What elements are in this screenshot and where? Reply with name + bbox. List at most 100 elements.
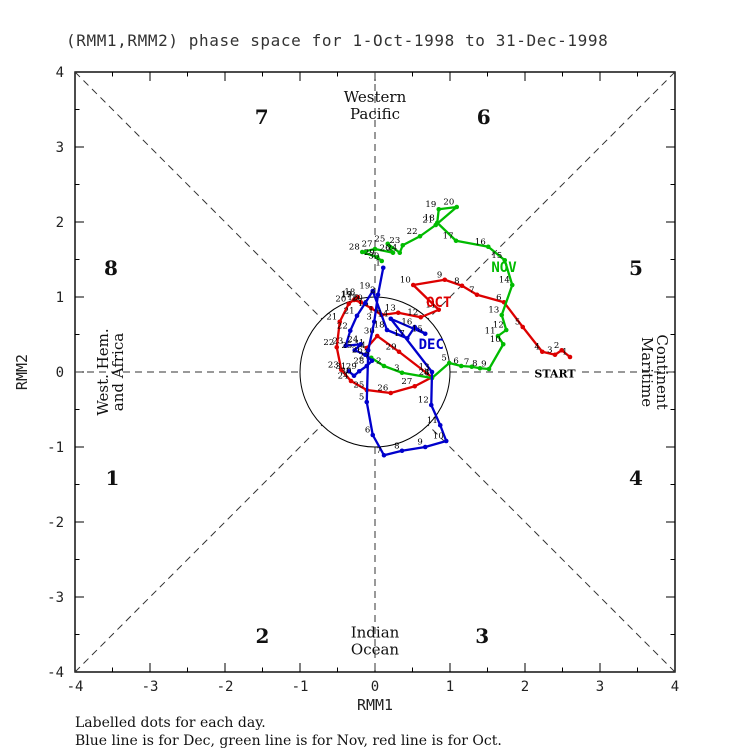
- day-label-dec-29: 29: [346, 362, 357, 372]
- day-dot-oct-27: [412, 383, 418, 389]
- day-label-oct-2: 2: [554, 341, 559, 351]
- x-tick-label: 0: [371, 679, 379, 695]
- day-dot-oct-20: [346, 301, 352, 307]
- day-label-nov-25: 25: [374, 234, 385, 244]
- day-label-oct-12: 12: [407, 308, 418, 318]
- day-label-oct-16: 16: [347, 293, 358, 303]
- y-axis-label: RMM2: [13, 354, 31, 390]
- day-label-dec-1: 1: [375, 258, 380, 268]
- day-label-nov-13: 13: [488, 306, 499, 316]
- day-dot-nov-6: [458, 363, 464, 369]
- day-dot-dec-8: [399, 448, 405, 454]
- day-dot-nov-29: [374, 254, 380, 260]
- day-dot-oct-8: [459, 283, 465, 289]
- day-label-dec-3: 3: [366, 312, 371, 322]
- phase-divider-line: [427, 424, 676, 673]
- region-label-indian-ocean: Ocean: [351, 641, 400, 659]
- day-label-dec-9: 9: [417, 438, 422, 448]
- day-dot-nov-9: [486, 366, 492, 372]
- day-label-oct-18: 18: [344, 288, 355, 298]
- day-dot-oct-9: [442, 277, 448, 283]
- phase-number-2: 2: [256, 624, 270, 648]
- day-dot-oct-12: [418, 314, 424, 320]
- day-label-oct-7: 7: [469, 285, 474, 295]
- day-label-nov-24: 24: [386, 243, 397, 253]
- day-label-oct-10: 10: [400, 276, 411, 286]
- day-dot-nov-3: [399, 370, 405, 376]
- day-dot-nov-5: [446, 360, 452, 366]
- day-label-dec-27: 27: [359, 351, 370, 361]
- day-dot-dec-16: [412, 324, 418, 330]
- day-label-oct-23: 23: [328, 360, 339, 370]
- region-label-maritime-continent: Continent: [653, 334, 671, 409]
- x-tick-label: 4: [671, 679, 679, 695]
- annotation-start: START: [534, 368, 576, 381]
- day-label-nov-6: 6: [453, 357, 458, 367]
- day-label-nov-7: 7: [464, 357, 469, 367]
- day-label-oct-1: 1: [562, 348, 567, 358]
- day-label-oct-20: 20: [335, 294, 346, 304]
- day-label-dec-8: 8: [394, 441, 399, 451]
- caption-line-1: Labelled dots for each day.: [75, 715, 266, 731]
- day-label-nov-3: 3: [394, 363, 399, 373]
- day-dot-dec-28: [364, 363, 370, 369]
- phase-divider-line: [427, 71, 676, 320]
- y-tick-label: -3: [47, 590, 64, 606]
- day-dot-dec-19: [370, 288, 376, 294]
- day-dot-dec-30: [351, 373, 357, 379]
- day-dot-dec-17: [404, 335, 410, 341]
- region-label-west-hem-africa: West. Hem.: [94, 328, 112, 415]
- day-dot-nov-7: [469, 364, 475, 370]
- day-dot-nov-15: [502, 257, 508, 263]
- y-tick-label: 1: [56, 290, 64, 306]
- day-dot-nov-14: [509, 282, 515, 288]
- day-label-nov-16: 16: [475, 237, 486, 247]
- day-dot-dec-7: [381, 452, 387, 458]
- day-label-oct-8: 8: [454, 276, 459, 286]
- day-label-nov-20: 20: [443, 198, 454, 208]
- day-dot-nov-13: [499, 312, 505, 318]
- day-label-dec-26: 26: [352, 345, 363, 355]
- day-dot-dec-26: [362, 352, 368, 358]
- day-label-dec-31: 31: [335, 362, 346, 372]
- y-tick-label: 2: [56, 215, 64, 231]
- day-dot-dec-12: [428, 402, 434, 408]
- day-dot-nov-26: [390, 250, 396, 256]
- day-label-dec-12: 12: [418, 396, 429, 406]
- day-dot-oct-16: [358, 299, 364, 305]
- x-tick-label: -1: [292, 679, 309, 695]
- day-dot-dec-13: [429, 369, 435, 375]
- day-label-nov-9: 9: [481, 360, 486, 370]
- day-label-nov-18: 18: [424, 213, 435, 223]
- day-dot-dec-14: [388, 316, 394, 322]
- day-dot-dec-10: [443, 438, 449, 444]
- day-label-nov-12: 12: [493, 321, 504, 331]
- day-dot-dec-11: [437, 422, 443, 428]
- day-dot-oct-23: [338, 367, 344, 373]
- day-label-nov-30: 30: [368, 252, 379, 262]
- day-dot-oct-4: [539, 349, 545, 355]
- day-label-oct-19: 19: [341, 290, 352, 300]
- y-tick-label: -2: [47, 515, 64, 531]
- phase-number-1: 1: [106, 466, 120, 490]
- day-label-nov-5: 5: [441, 354, 446, 364]
- day-label-oct-30: 30: [364, 327, 375, 337]
- day-dot-nov-23: [400, 242, 406, 248]
- day-dot-oct-21: [337, 319, 343, 325]
- day-label-oct-11: 11: [425, 300, 436, 310]
- day-dot-oct-19: [352, 296, 358, 302]
- day-dot-nov-2: [381, 363, 387, 369]
- day-label-dec-10: 10: [433, 432, 444, 442]
- day-dot-nov-19: [436, 206, 442, 212]
- annotation-oct: OCT: [426, 295, 451, 311]
- day-dot-nov-12: [503, 327, 509, 333]
- day-dot-nov-24: [397, 250, 403, 256]
- day-dot-dec-3: [371, 319, 377, 325]
- day-label-dec-18: 18: [374, 321, 385, 331]
- x-axis-label: RMM1: [357, 696, 393, 714]
- day-dot-dec-6: [370, 432, 376, 438]
- day-label-nov-15: 15: [491, 251, 502, 261]
- day-dot-nov-17: [453, 238, 459, 244]
